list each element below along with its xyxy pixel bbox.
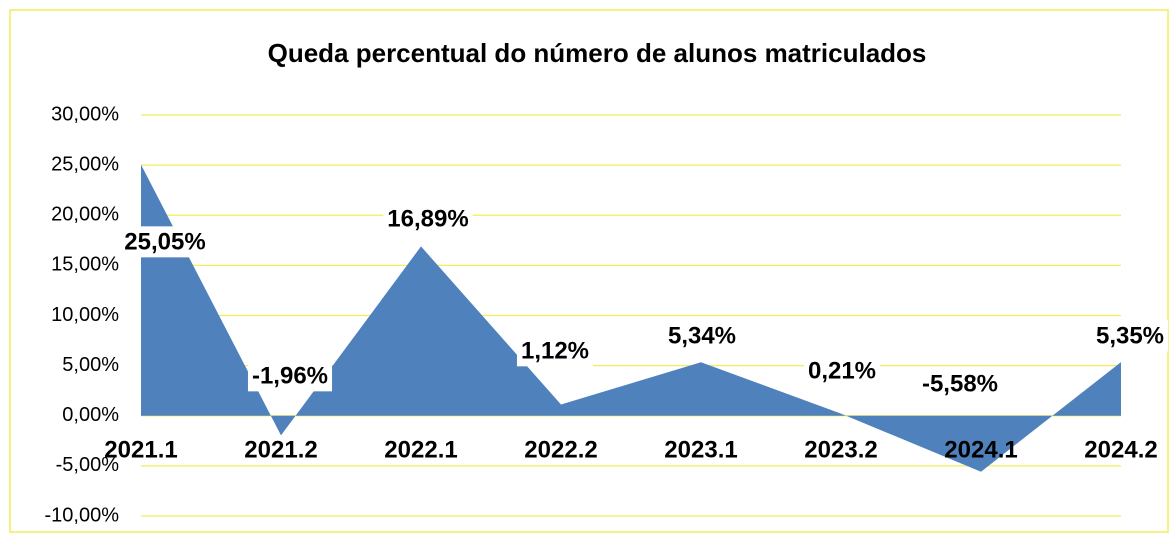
chart-title: Queda percentual do número de alunos mat…	[268, 38, 927, 68]
y-tick-label: 15,00%	[51, 254, 119, 276]
data-label: 5,35%	[1096, 322, 1164, 349]
y-tick-label: 25,00%	[51, 153, 119, 175]
x-tick-label: 2023.2	[804, 436, 877, 463]
y-tick-label: 20,00%	[51, 204, 119, 226]
data-label: -5,58%	[922, 370, 998, 397]
data-label-bg	[516, 335, 594, 367]
area	[141, 164, 1121, 472]
data-label-bg	[383, 203, 473, 235]
x-tick-label: 2023.1	[664, 436, 737, 463]
data-label-bg	[803, 355, 881, 387]
x-tick-label: 2022.2	[524, 436, 597, 463]
data-label: -1,96%	[252, 362, 328, 389]
x-tick-label: 2022.1	[384, 436, 457, 463]
data-label-bg	[120, 226, 210, 258]
data-label: 0,21%	[808, 357, 876, 384]
data-label: 16,89%	[387, 205, 468, 232]
data-label-bg	[247, 360, 333, 392]
data-label: 5,34%	[668, 322, 736, 349]
x-tick-label: 2024.1	[944, 436, 1017, 463]
y-tick-label: -5,00%	[56, 454, 120, 476]
y-tick-label: 30,00%	[51, 103, 119, 125]
y-tick-label: -10,00%	[45, 504, 120, 526]
y-tick-label: 0,00%	[62, 404, 119, 426]
x-tick-label: 2021.1	[104, 436, 177, 463]
x-tick-label: 2021.2	[244, 436, 317, 463]
data-label: 1,12%	[521, 337, 589, 364]
y-tick-label: 10,00%	[51, 304, 119, 326]
x-tick-label: 2024.2	[1084, 436, 1157, 463]
data-label-bg	[663, 320, 741, 352]
y-tick-label: 5,00%	[62, 354, 119, 376]
data-label-bg	[917, 368, 1003, 400]
data-label: 25,05%	[124, 228, 205, 255]
data-label-bg	[1091, 320, 1169, 352]
